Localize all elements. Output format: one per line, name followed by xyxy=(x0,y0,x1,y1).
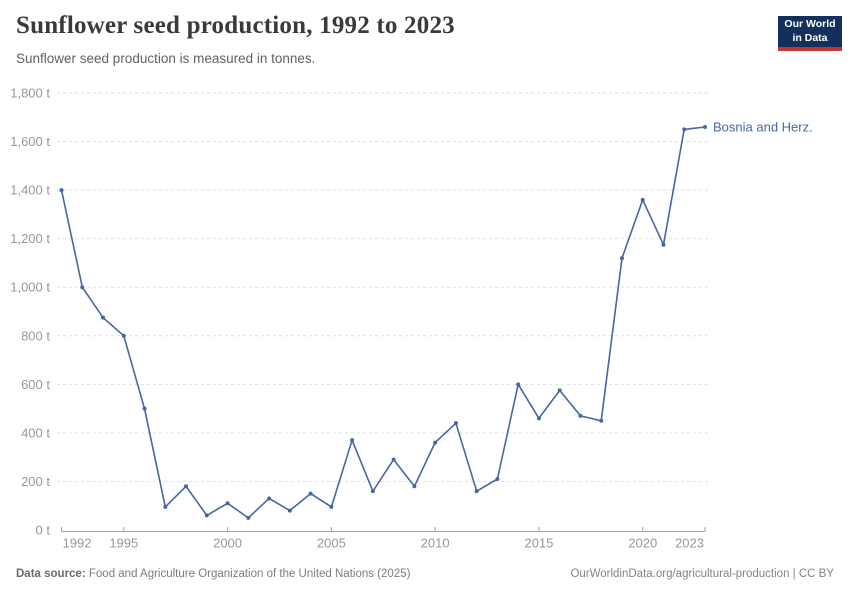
y-tick-label: 1,600 t xyxy=(10,134,50,149)
x-tick-label: 1992 xyxy=(63,536,92,551)
data-point[interactable] xyxy=(80,285,85,290)
data-point[interactable] xyxy=(121,333,126,338)
data-point[interactable] xyxy=(495,477,500,482)
chart-subtitle: Sunflower seed production is measured in… xyxy=(16,51,316,66)
data-point[interactable] xyxy=(184,484,189,489)
owid-logo-line1: Our World xyxy=(784,18,836,31)
data-point[interactable] xyxy=(350,438,355,443)
owid-logo-line2: in Data xyxy=(792,31,828,44)
attribution-link[interactable]: OurWorldinData.org/agricultural-producti… xyxy=(570,568,834,580)
data-point[interactable] xyxy=(474,489,479,494)
data-point[interactable] xyxy=(619,256,624,261)
x-tick-label: 2005 xyxy=(317,536,346,551)
y-tick-label: 800 t xyxy=(21,328,50,343)
data-point[interactable] xyxy=(640,197,645,202)
data-point[interactable] xyxy=(433,440,438,445)
data-point[interactable] xyxy=(682,127,687,132)
data-point[interactable] xyxy=(329,504,334,509)
data-point[interactable] xyxy=(370,489,375,494)
x-tick-label: 2020 xyxy=(628,536,657,551)
x-tick-label: 2023 xyxy=(675,536,704,551)
data-point[interactable] xyxy=(59,188,64,193)
x-tick-label: 2015 xyxy=(524,536,553,551)
y-tick-label: 0 t xyxy=(36,523,51,538)
data-point[interactable] xyxy=(703,124,707,129)
x-tick-label: 2010 xyxy=(421,536,450,551)
data-point[interactable] xyxy=(578,413,583,418)
y-tick-label: 1,800 t xyxy=(10,86,50,101)
data-point[interactable] xyxy=(204,513,209,518)
entity-end-label[interactable]: Bosnia and Herz. xyxy=(713,119,813,134)
y-tick-label: 200 t xyxy=(21,474,50,489)
data-point[interactable] xyxy=(246,515,251,520)
y-tick-label: 400 t xyxy=(21,425,50,440)
data-source-label: Data source: xyxy=(16,568,86,580)
y-tick-label: 1,200 t xyxy=(10,231,50,246)
data-point[interactable] xyxy=(412,484,417,489)
chart-title: Sunflower seed production, 1992 to 2023 xyxy=(16,12,455,39)
data-point[interactable] xyxy=(599,418,604,423)
chart-footer: Data source: Food and Agriculture Organi… xyxy=(16,568,834,580)
data-point[interactable] xyxy=(391,457,396,462)
data-point[interactable] xyxy=(308,491,313,496)
data-point[interactable] xyxy=(142,406,147,411)
owid-logo[interactable]: Our World in Data xyxy=(778,16,842,51)
data-point[interactable] xyxy=(287,508,292,513)
data-line[interactable] xyxy=(60,126,706,519)
y-tick-label: 1,400 t xyxy=(10,183,50,198)
data-point[interactable] xyxy=(661,242,666,247)
data-point[interactable] xyxy=(453,421,458,426)
x-tick-label: 2000 xyxy=(213,536,242,551)
data-source-value: Food and Agriculture Organization of the… xyxy=(88,568,411,580)
data-point[interactable] xyxy=(163,504,168,509)
x-tick-label: 1995 xyxy=(109,536,138,551)
data-point[interactable] xyxy=(557,388,562,393)
data-point[interactable] xyxy=(225,501,230,506)
data-point[interactable] xyxy=(267,496,272,501)
y-tick-label: 1,000 t xyxy=(10,280,50,295)
data-point[interactable] xyxy=(516,382,521,387)
data-point[interactable] xyxy=(101,315,106,320)
data-point[interactable] xyxy=(536,416,541,421)
y-tick-label: 600 t xyxy=(21,377,50,392)
data-source: Data source: Food and Agriculture Organi… xyxy=(16,568,410,580)
